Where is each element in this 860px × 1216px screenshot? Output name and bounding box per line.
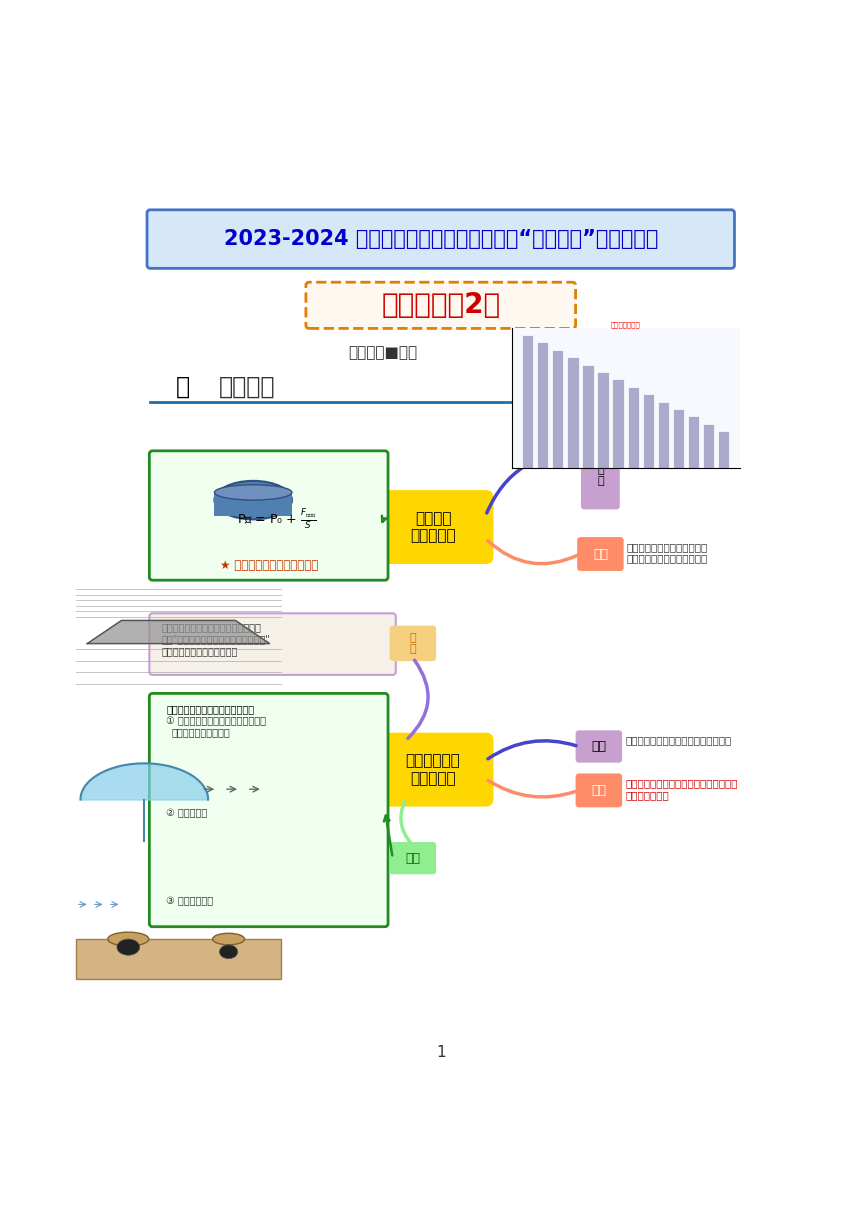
Bar <box>568 358 579 468</box>
FancyBboxPatch shape <box>390 841 436 874</box>
Text: 差，这就是向上的升力: 差，这就是向上的升力 <box>172 727 230 737</box>
Text: 整理人：■零度: 整理人：■零度 <box>348 345 417 360</box>
FancyBboxPatch shape <box>390 625 436 662</box>
FancyBboxPatch shape <box>76 939 281 980</box>
Text: 飞机的升力：气流在机翼上下表面: 飞机的升力：气流在机翼上下表面 <box>166 704 255 714</box>
Text: P内 = P₀ + $\frac{F_{额压阀}}{S}$: P内 = P₀ + $\frac{F_{额压阀}}{S}$ <box>237 507 316 531</box>
Text: 海拔越高，空气越稀薄，大气压越小: 海拔越高，空气越稀薄，大气压越小 <box>625 402 725 412</box>
Text: 诗人杜甫在《茅屋为秋风所破歌》中写
到："八月秋高风怒号，卷我屋上三重茅"
请你分析诗中包含的物理道理: 诗人杜甫在《茅屋为秋风所破歌》中写 到："八月秋高风怒号，卷我屋上三重茅" 请你… <box>162 623 271 655</box>
Bar <box>612 379 624 468</box>
FancyBboxPatch shape <box>306 282 575 328</box>
FancyBboxPatch shape <box>372 733 494 806</box>
Text: ① 由于流速不同压强不同产生的压力: ① 由于流速不同压强不同产生的压力 <box>166 716 267 726</box>
Text: 流体在流速大的地方压强较小，在流速小
的地方压强较大: 流体在流速大的地方压强较小，在流速小 的地方压强较大 <box>625 778 738 800</box>
FancyBboxPatch shape <box>581 395 620 510</box>
Bar <box>673 409 684 468</box>
Ellipse shape <box>117 939 139 956</box>
Text: 思
考: 思 考 <box>409 632 416 654</box>
Bar <box>658 401 669 468</box>
FancyBboxPatch shape <box>372 490 494 564</box>
Text: 流体的压强与
流速的关系: 流体的压强与 流速的关系 <box>406 754 460 786</box>
Bar <box>522 334 533 468</box>
Bar <box>628 387 639 468</box>
FancyBboxPatch shape <box>577 537 624 572</box>
Bar <box>582 365 593 468</box>
Text: 结论: 结论 <box>593 547 608 561</box>
FancyBboxPatch shape <box>150 451 388 580</box>
Ellipse shape <box>219 945 237 958</box>
Text: 应用: 应用 <box>405 851 421 865</box>
Ellipse shape <box>212 934 244 945</box>
Text: 1: 1 <box>436 1046 445 1060</box>
FancyBboxPatch shape <box>575 773 622 807</box>
Text: ★ 应用：高压锅及其计算公式: ★ 应用：高压锅及其计算公式 <box>219 559 318 572</box>
Bar <box>688 416 699 468</box>
Ellipse shape <box>214 480 292 519</box>
Text: 思维导图: 思维导图 <box>218 375 275 399</box>
Text: 大气压与
沸点的关系: 大气压与 沸点的关系 <box>410 511 456 544</box>
Bar <box>718 432 729 468</box>
Text: 📖: 📖 <box>175 375 190 399</box>
FancyBboxPatch shape <box>214 492 292 516</box>
Text: 液体和气体都具有流动性，统称为流体: 液体和气体都具有流动性，统称为流体 <box>625 734 732 745</box>
Bar <box>703 423 714 468</box>
Text: ② 雨伞往外翻: ② 雨伞往外翻 <box>166 809 207 818</box>
Text: 流体: 流体 <box>592 741 606 753</box>
FancyBboxPatch shape <box>147 210 734 269</box>
Text: 大
气
压
与
海
拔: 大 气 压 与 海 拔 <box>597 418 604 486</box>
Bar <box>598 372 609 468</box>
Text: 当气压增大，液体沸点会升高
当气压减小，液体沸点会降低: 当气压增大，液体沸点会升高 当气压减小，液体沸点会降低 <box>627 541 708 563</box>
Text: 大气压强（2）: 大气压强（2） <box>381 292 501 320</box>
Text: 2023-2024 学年上学期浙教版科学八年级“冲刺重高”讲义（十）: 2023-2024 学年上学期浙教版科学八年级“冲刺重高”讲义（十） <box>224 229 658 249</box>
Text: ③ 草原上的鼹鼠: ③ 草原上的鼹鼠 <box>166 896 213 907</box>
Bar <box>642 394 654 468</box>
Title: 海拔与气压关系: 海拔与气压关系 <box>611 322 641 328</box>
Text: 结论: 结论 <box>592 784 606 796</box>
FancyBboxPatch shape <box>150 613 396 675</box>
Polygon shape <box>88 620 270 643</box>
Ellipse shape <box>108 933 149 946</box>
Bar <box>538 343 549 468</box>
FancyBboxPatch shape <box>150 693 388 927</box>
Bar <box>552 350 563 468</box>
FancyBboxPatch shape <box>575 731 622 762</box>
Ellipse shape <box>214 485 292 500</box>
